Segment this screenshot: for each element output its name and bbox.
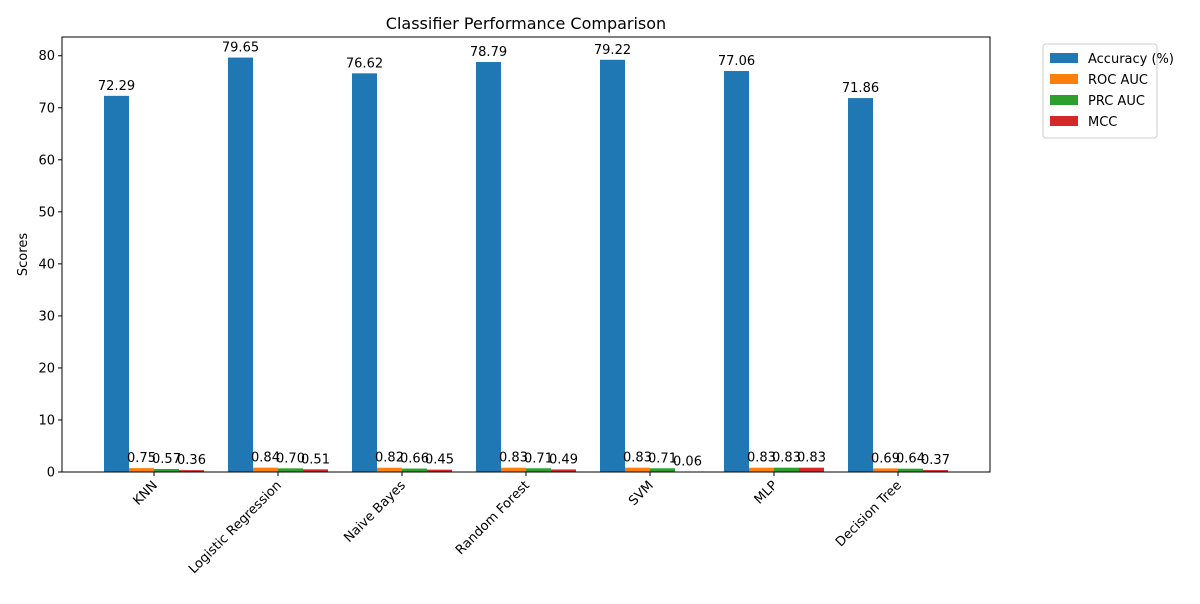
bar-value-label: 0.71 [524,451,553,466]
legend-item: ROC AUC [1050,73,1148,88]
bar-group-naive-bayes: 76.62 0.820.660.45 [346,56,454,472]
bar-value-label: 0.37 [921,453,950,468]
legend-frame [1042,43,1158,139]
bar [551,469,576,472]
bar [228,57,253,473]
bar-value-label: 0.06 [673,455,702,470]
bar-value-label: 0.36 [177,453,206,468]
bar-value-label: 0.64 [896,452,925,467]
bar [923,470,948,472]
legend: Accuracy (%) ROC AUC PRC AUC MCC [1042,43,1174,139]
bar-group-mlp: 77.060.830.830.83 [718,54,826,472]
bar-value-label: 0.83 [499,451,528,466]
legend-swatch [1050,116,1078,126]
y-tick-label: 30 [38,309,55,324]
bar [848,98,873,473]
y-tick-label: 50 [38,205,55,220]
legend-label: MCC [1088,115,1117,130]
bar-value-label: 0.84 [251,451,280,466]
legend-label: PRC AUC [1088,94,1145,109]
chart-title: Classifier Performance Comparison [386,14,666,33]
bar [625,467,650,472]
y-tick-label: 20 [38,361,55,376]
x-tick-label: MLP [752,478,781,507]
bar [377,467,402,472]
bar [600,59,625,472]
bar [724,71,749,472]
bar [749,467,774,472]
bar-value-label: 0.45 [425,453,454,468]
bar-group-decision-tree: 71.86 0.690.640.37 [842,81,950,473]
x-tick-label: SVM [626,478,657,509]
bar-value-label: 76.62 [346,56,383,71]
bar-value-label: 0.82 [375,451,404,466]
y-tick-label: 10 [38,413,55,428]
bar-value-label: 0.69 [871,451,900,466]
axes-frame [61,36,991,473]
y-tick-label: 70 [38,101,55,116]
bar-value-label: 71.86 [842,81,879,96]
bar [427,469,452,472]
legend-item: Accuracy (%) [1050,52,1174,67]
x-tick-label: Random Forest [453,478,533,558]
legend-label: Accuracy (%) [1088,52,1174,67]
bar-group-knn: 72.29 0.750.570.36 [98,79,206,472]
bar [898,468,923,472]
legend-swatch [1050,74,1078,84]
bar [501,467,526,472]
bar [154,469,179,472]
legend-item: MCC [1050,115,1117,130]
bar-value-label: 77.06 [718,54,755,69]
plot-area: 0 10 20 30 40 50 60 70 80 72.29 0.750.570.36 KNN 79.… [38,36,991,577]
bar [774,467,799,472]
bar-group-logistic-regression: 79.65 0.840.700.51 [222,41,330,473]
bar [278,468,303,472]
bar-group-random-forest: 78.79 0.830.710.49 [470,45,578,473]
bar [352,73,377,472]
bar [253,467,278,472]
bar [129,468,154,472]
bar [526,468,551,472]
y-tick-label: 60 [38,153,55,168]
bar [799,467,824,472]
bar-value-label: 0.83 [747,451,776,466]
bar-value-label: 0.49 [549,452,578,467]
bar [650,468,675,472]
y-axis-label: Scores [16,233,31,276]
bar-value-label: 0.57 [152,452,181,467]
bar [476,62,501,473]
bar-value-label: 78.79 [470,45,507,60]
bar-value-label: 79.22 [594,43,631,58]
x-tick-label: Decision Tree [833,478,905,550]
bar-value-label: 0.75 [127,451,156,466]
y-tick-label: 0 [47,466,55,481]
legend-swatch [1050,53,1078,63]
bar [303,469,328,472]
legend-swatch [1050,95,1078,105]
x-tick-label: KNN [130,478,160,508]
bar-value-label: 0.66 [400,452,429,467]
bar-value-label: 0.71 [648,451,677,466]
y-tick-label: 40 [38,257,55,272]
bar-group-svm: 79.22 0.830.710.06 [594,43,702,473]
bar-value-label: 79.65 [222,41,259,56]
bar-value-label: 0.83 [772,451,801,466]
bar-value-label: 0.70 [276,451,305,466]
x-tick-label: Logistic Regression [186,478,285,577]
legend-label: ROC AUC [1088,73,1148,88]
bar [873,468,898,472]
bar [402,468,427,472]
bar [104,95,129,472]
bar-value-label: 0.83 [797,451,826,466]
bar-value-label: 0.51 [301,452,330,467]
x-tick-label: Naive Bayes [341,478,409,546]
bar-value-label: 72.29 [98,79,135,94]
legend-item: PRC AUC [1050,94,1145,109]
bar [179,470,204,472]
y-tick-label: 80 [38,49,55,64]
bar-value-label: 0.83 [623,451,652,466]
